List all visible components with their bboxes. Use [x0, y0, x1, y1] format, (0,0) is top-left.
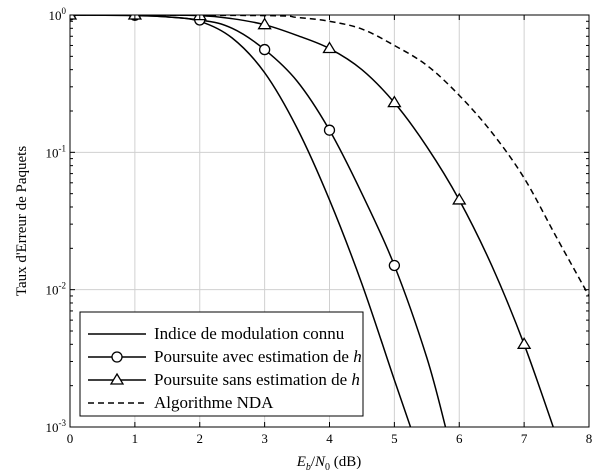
- data-point-triangle: [257, 17, 272, 30]
- x-tick-label: 5: [391, 431, 398, 446]
- series-line-algorithme-nda: [70, 15, 589, 297]
- legend-label-known-index: Indice de modulation connu: [154, 324, 345, 343]
- ticks: 0 1 2 3 4 5 6 7 8 100 10-1 10-2 10-3: [46, 6, 593, 446]
- data-point-triangle: [452, 192, 467, 205]
- y-tick-label: 10-3: [46, 418, 67, 435]
- legend-box: [79, 311, 364, 417]
- x-tick-label: 7: [521, 431, 528, 446]
- y-tick-label: 100: [49, 6, 67, 23]
- x-tick-label: 0: [67, 431, 74, 446]
- x-tick-label: 6: [456, 431, 463, 446]
- x-tick-label: 8: [586, 431, 593, 446]
- legend: Indice de modulation connu Poursuite ave…: [79, 311, 364, 417]
- x-tick-label: 3: [261, 431, 268, 446]
- y-axis-label: Taux d'Erreur de Paquets: [14, 146, 30, 297]
- data-point-triangle: [322, 41, 337, 54]
- series-line-poursuite-avec-estimation-de-h: [70, 15, 447, 427]
- x-tick-label: 1: [132, 431, 139, 446]
- x-tick-label: 2: [197, 431, 204, 446]
- data-point-triangle: [387, 95, 402, 108]
- legend-marker-triangle: [109, 372, 125, 385]
- data-point-circle: [258, 43, 271, 56]
- legend-marker-circle: [111, 351, 123, 363]
- legend-label-nda: Algorithme NDA: [154, 393, 274, 412]
- legend-label-without-estimation: Poursuite sans estimation de h: [154, 370, 360, 389]
- data-point-triangle: [516, 337, 532, 349]
- x-tick-label: 4: [326, 431, 333, 446]
- y-tick-label: 10-2: [46, 281, 67, 298]
- data-point-circle: [323, 124, 336, 136]
- data-point-triangle: [70, 15, 78, 20]
- data-point-circle: [388, 259, 401, 272]
- y-tick-label: 10-1: [46, 143, 67, 160]
- x-axis-label: Eb/N0 (dB): [296, 454, 362, 473]
- legend-label-with-estimation: Poursuite avec estimation de h: [154, 347, 362, 366]
